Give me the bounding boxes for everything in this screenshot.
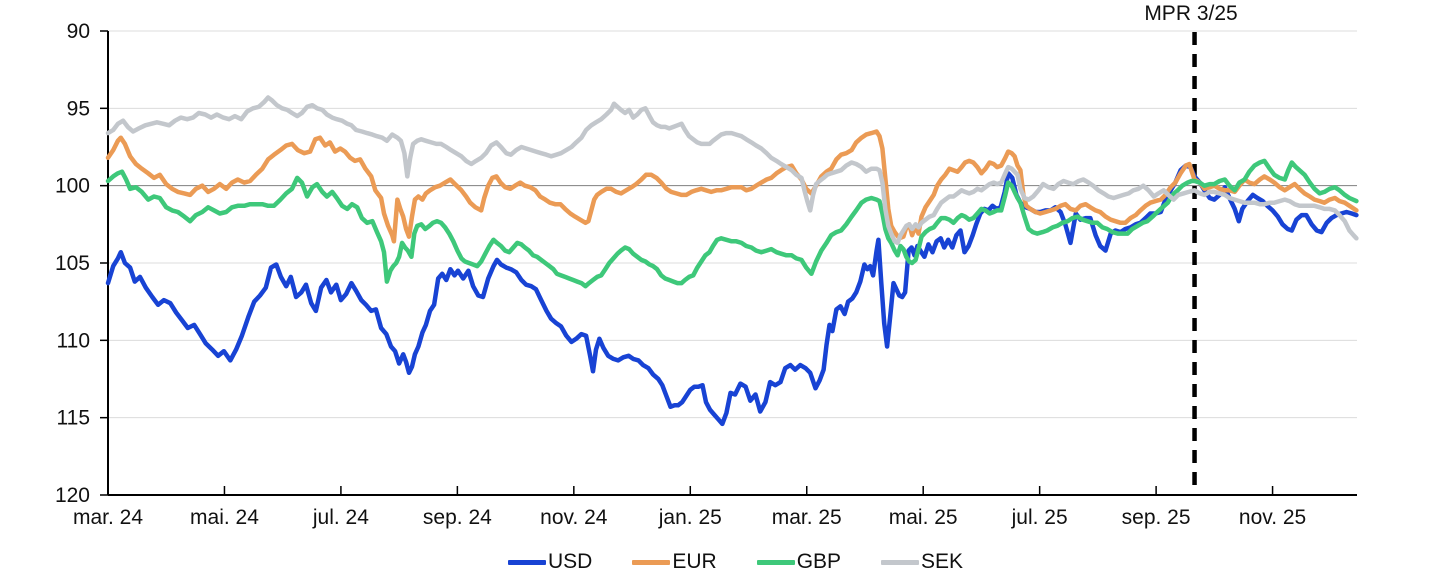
legend-label-usd: USD [548,550,593,573]
x-tick-label-4: nov. 24 [540,506,608,529]
series-line-eur [105,129,1359,244]
x-tick-label-1: mai. 24 [190,506,259,529]
chart-legend: USD EUR GBP SEK [508,550,963,574]
y-tick-label-115: 115 [57,407,90,430]
x-tick-label-7: mai. 25 [889,506,958,529]
legend-label-gbp: GBP [796,550,842,573]
legend-swatch-usd [508,559,546,565]
x-tick-label-0: mar. 24 [73,506,143,529]
x-tick-label-3: sep. 24 [423,506,492,529]
legend-item-gbp: GBP [756,550,842,574]
y-tick-label-110: 110 [57,329,90,352]
series-line-usd [105,163,1359,427]
y-tick-label-100: 100 [55,175,90,198]
y-tick-label-95: 95 [67,97,90,120]
legend-item-usd: USD [508,550,592,574]
legend-item-sek: SEK [881,550,963,574]
legend-label-sek: SEK [921,550,964,573]
x-tick-label-2: jul. 24 [312,506,369,529]
legend-swatch-eur [632,559,671,565]
legend-swatch-sek [881,559,920,565]
x-tick-label-9: sep. 25 [1122,506,1191,529]
x-tick-label-5: jan. 25 [658,506,722,529]
x-tick-label-6: mar. 25 [772,506,842,529]
legend-item-eur: EUR [632,550,717,574]
mpr-annotation-label: MPR 3/25 [1144,2,1238,25]
series-line-sek [105,95,1359,246]
series-line-gbp [105,158,1359,289]
x-tick-label-10: nov. 25 [1239,506,1306,529]
y-tick-label-90: 90 [67,20,90,43]
legend-swatch-gbp [756,559,795,565]
x-tick-label-8: jul. 25 [1011,506,1068,529]
y-tick-label-120: 120 [55,484,90,507]
y-tick-label-105: 105 [55,252,90,275]
legend-label-eur: EUR [672,550,717,573]
